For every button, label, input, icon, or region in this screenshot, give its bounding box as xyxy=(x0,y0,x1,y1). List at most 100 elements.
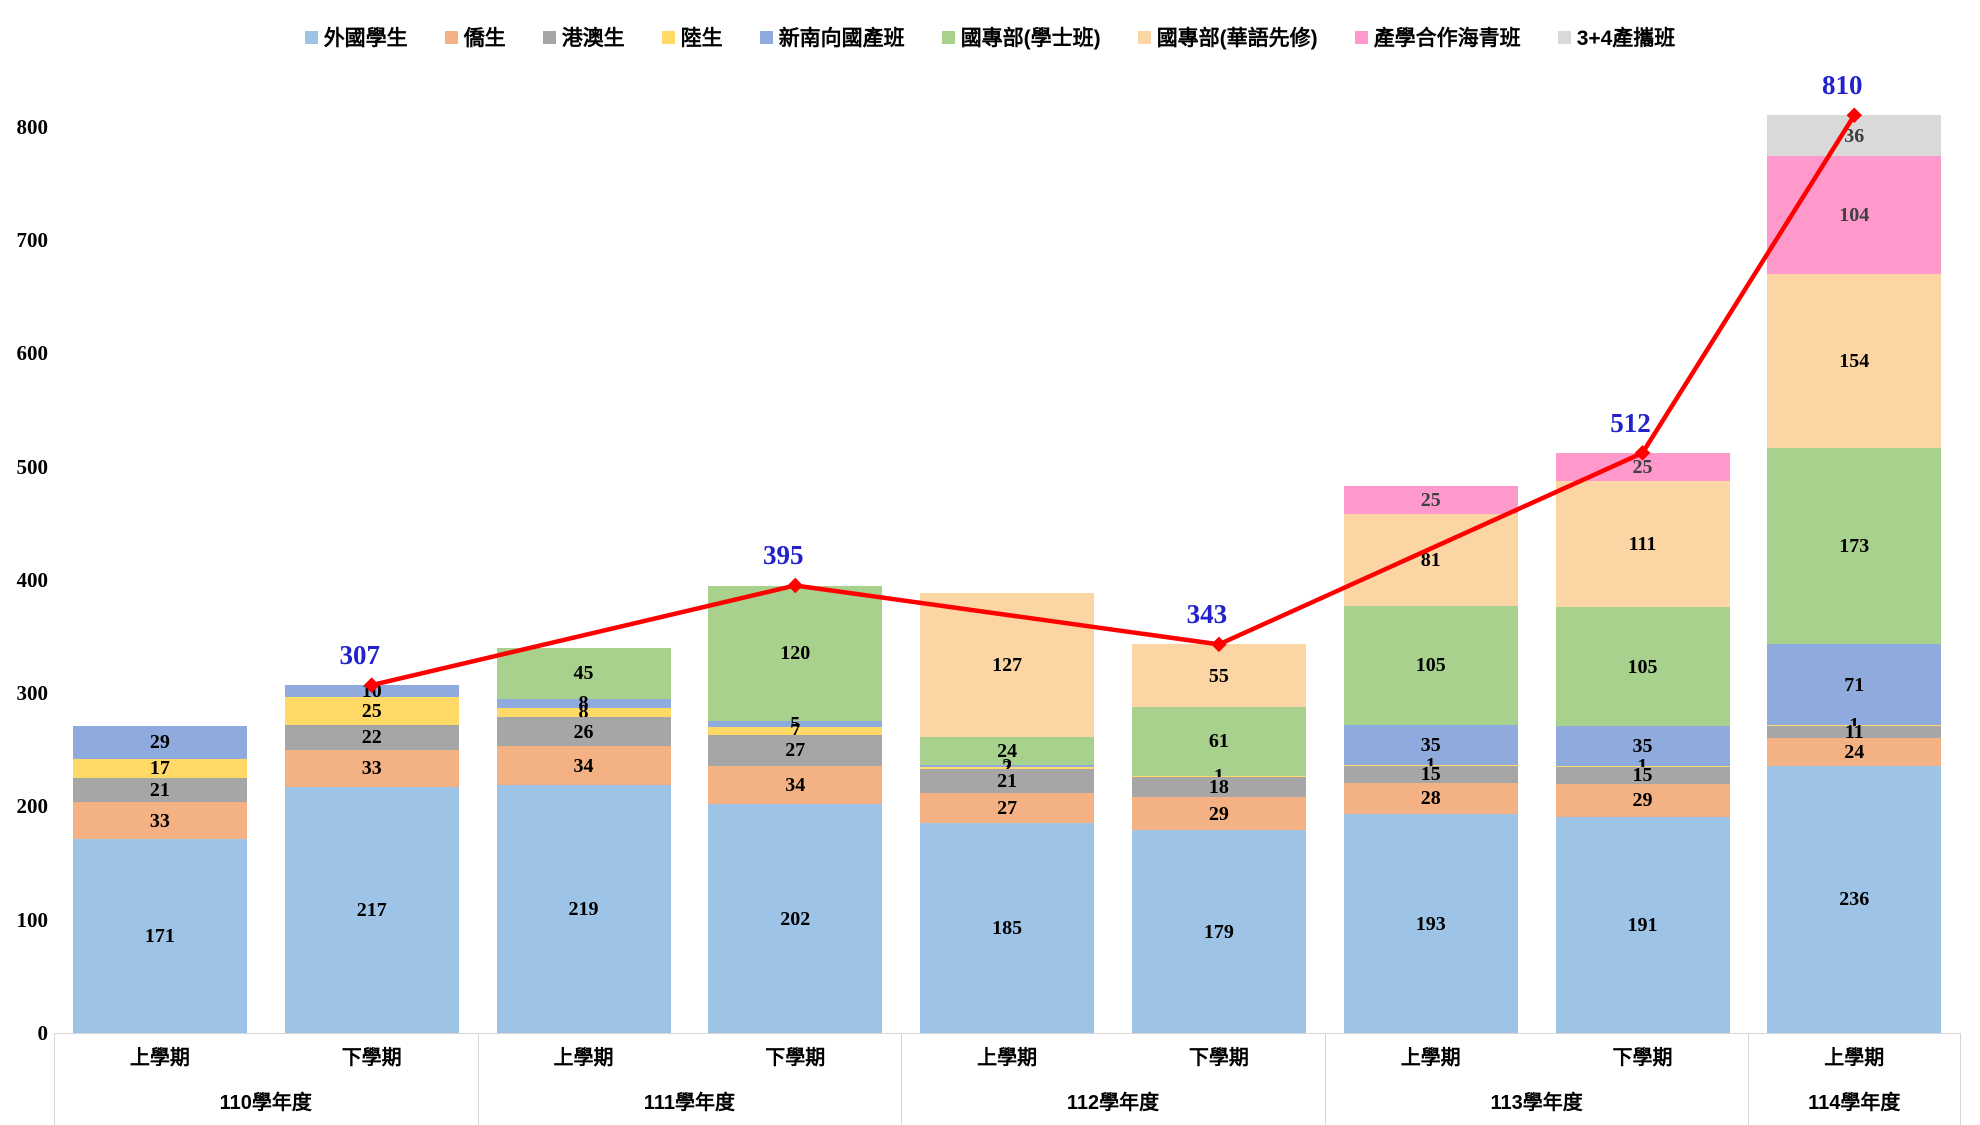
bar-segment: 26 xyxy=(496,716,671,747)
segment-value-label: 191 xyxy=(1627,913,1658,936)
bar-segment: 25 xyxy=(284,696,459,725)
bar-segment: 21 xyxy=(920,769,1095,793)
legend-item-2: 港澳生 xyxy=(542,22,625,52)
segment-value-label: 1 xyxy=(1638,756,1648,776)
legend-item-3: 陸生 xyxy=(661,22,723,52)
bar-segment: 127 xyxy=(920,593,1095,738)
y-axis-tick: 300 xyxy=(16,681,49,706)
bar-segment: 191 xyxy=(1555,816,1730,1033)
y-axis-tick: 800 xyxy=(16,114,49,139)
segment-value-label: 21 xyxy=(997,769,1018,792)
bar-segment: 171 xyxy=(72,839,247,1033)
segment-value-label: 5 xyxy=(790,713,801,736)
segment-value-label: 34 xyxy=(573,754,594,777)
segment-value-label: 179 xyxy=(1203,920,1234,943)
legend-item-7: 產學合作海青班 xyxy=(1354,22,1521,52)
bar-0: 171 33 21 17 29 xyxy=(72,726,247,1033)
bar-segment: 1 xyxy=(1343,755,1518,775)
segment-value-label: 171 xyxy=(144,925,175,948)
segment-value-label: 26 xyxy=(573,720,594,743)
year-group-label: 111學年度 xyxy=(643,1092,735,1114)
segment-value-label: 55 xyxy=(1208,664,1229,687)
legend-swatch xyxy=(1354,30,1368,44)
segment-value-label: 1 xyxy=(1849,715,1859,735)
bar-segment: 2 xyxy=(920,758,1095,778)
segment-value-label: 24 xyxy=(1844,741,1865,764)
axis-border-line xyxy=(477,1033,479,1125)
segment-value-label: 24 xyxy=(997,739,1018,762)
y-axis-tick: 600 xyxy=(16,341,49,366)
total-value-label: 512 xyxy=(1610,407,1651,438)
bar-3: 202 34 27 7 5 120 xyxy=(708,585,883,1033)
bar-segment: 25 xyxy=(1555,452,1730,482)
bar-segment: 8 xyxy=(496,693,671,713)
bar-segment: 24 xyxy=(920,737,1095,765)
bar-segment: 33 xyxy=(284,749,459,788)
bar-segment: 202 xyxy=(708,804,883,1033)
segment-value-label: 22 xyxy=(361,726,382,749)
bar-5: 179 29 181 61 55 xyxy=(1131,644,1306,1033)
legend-swatch xyxy=(1557,30,1571,44)
bar-segment: 185 xyxy=(920,823,1095,1033)
segment-value-label: 27 xyxy=(997,797,1018,820)
bar-segment: 11 xyxy=(1767,722,1942,742)
legend-label: 陸生 xyxy=(680,27,723,50)
bar-segment: 55 xyxy=(1131,644,1306,707)
semester-label: 下學期 xyxy=(765,1047,826,1069)
bar-segment: 120 xyxy=(708,585,883,722)
total-value-label: 343 xyxy=(1186,599,1228,630)
bar-2: 219 34 26 8 8 45 xyxy=(496,647,671,1033)
legend-item-5: 國專部(學士班) xyxy=(941,22,1101,52)
segment-value-label: 173 xyxy=(1839,535,1870,558)
bar-segment: 111 xyxy=(1555,481,1730,608)
legend-label: 僑生 xyxy=(463,27,506,50)
segment-value-label: 28 xyxy=(1420,787,1441,810)
bar-segment: 15 xyxy=(1343,764,1518,784)
bar-1: 217 33 22 25 10 xyxy=(284,681,459,1033)
segment-value-label: 8 xyxy=(578,692,589,715)
segment-value-label: 29 xyxy=(149,731,170,754)
segment-value-label: 33 xyxy=(361,757,382,780)
bar-segment: 8 xyxy=(496,702,671,722)
segment-value-label: 29 xyxy=(1208,802,1229,825)
segment-value-label: 219 xyxy=(568,897,599,920)
bar-segment: 18 xyxy=(1131,776,1306,798)
legend-swatch xyxy=(542,30,556,44)
segment-value-label: 17 xyxy=(149,757,170,780)
bar-segment: 28 xyxy=(1343,782,1518,815)
bar-segment: 2 xyxy=(920,756,1095,776)
bar-segment: 7 xyxy=(708,721,883,741)
bar-segment: 34 xyxy=(496,746,671,785)
legend-label: 3+4產攜班 xyxy=(1576,27,1676,50)
y-axis-tick: 0 xyxy=(37,1021,49,1045)
axis-border-line xyxy=(54,1033,1961,1034)
segment-value-label: 202 xyxy=(780,907,811,930)
axis-border-line xyxy=(901,1033,903,1125)
bar-segment: 27 xyxy=(920,792,1095,824)
semester-label: 上學期 xyxy=(977,1047,1038,1069)
semester-label: 上學期 xyxy=(1400,1047,1461,1069)
legend-swatch xyxy=(1137,30,1151,44)
y-axis-tick: 700 xyxy=(16,227,49,252)
bar-4: 185 27 21 2 2 24 127 xyxy=(920,593,1095,1033)
segment-value-label: 105 xyxy=(1627,655,1658,678)
bar-segment: 27 xyxy=(708,735,883,766)
segment-value-label: 120 xyxy=(780,642,811,665)
segment-value-label: 29 xyxy=(1632,789,1653,812)
bar-segment: 219 xyxy=(496,784,671,1033)
bar-segment: 17 xyxy=(72,757,247,780)
semester-label: 下學期 xyxy=(341,1047,402,1069)
bar-segment: 35 xyxy=(1343,724,1518,765)
legend-swatch xyxy=(941,30,955,44)
legend-label: 國專部(華語先修) xyxy=(1156,27,1318,50)
segment-value-label: 8 xyxy=(578,701,589,724)
bar-segment: 104 xyxy=(1767,156,1942,274)
segment-value-label: 1 xyxy=(1426,755,1436,775)
bar-segment: 105 xyxy=(1343,605,1518,725)
bar-segment: 29 xyxy=(1555,783,1730,817)
legend-swatch xyxy=(444,30,458,44)
legend-label: 港澳生 xyxy=(561,27,625,50)
segment-value-label: 105 xyxy=(1415,654,1446,677)
bar-segment: 15 xyxy=(1555,765,1730,785)
year-group-label: 113學年度 xyxy=(1490,1092,1583,1114)
